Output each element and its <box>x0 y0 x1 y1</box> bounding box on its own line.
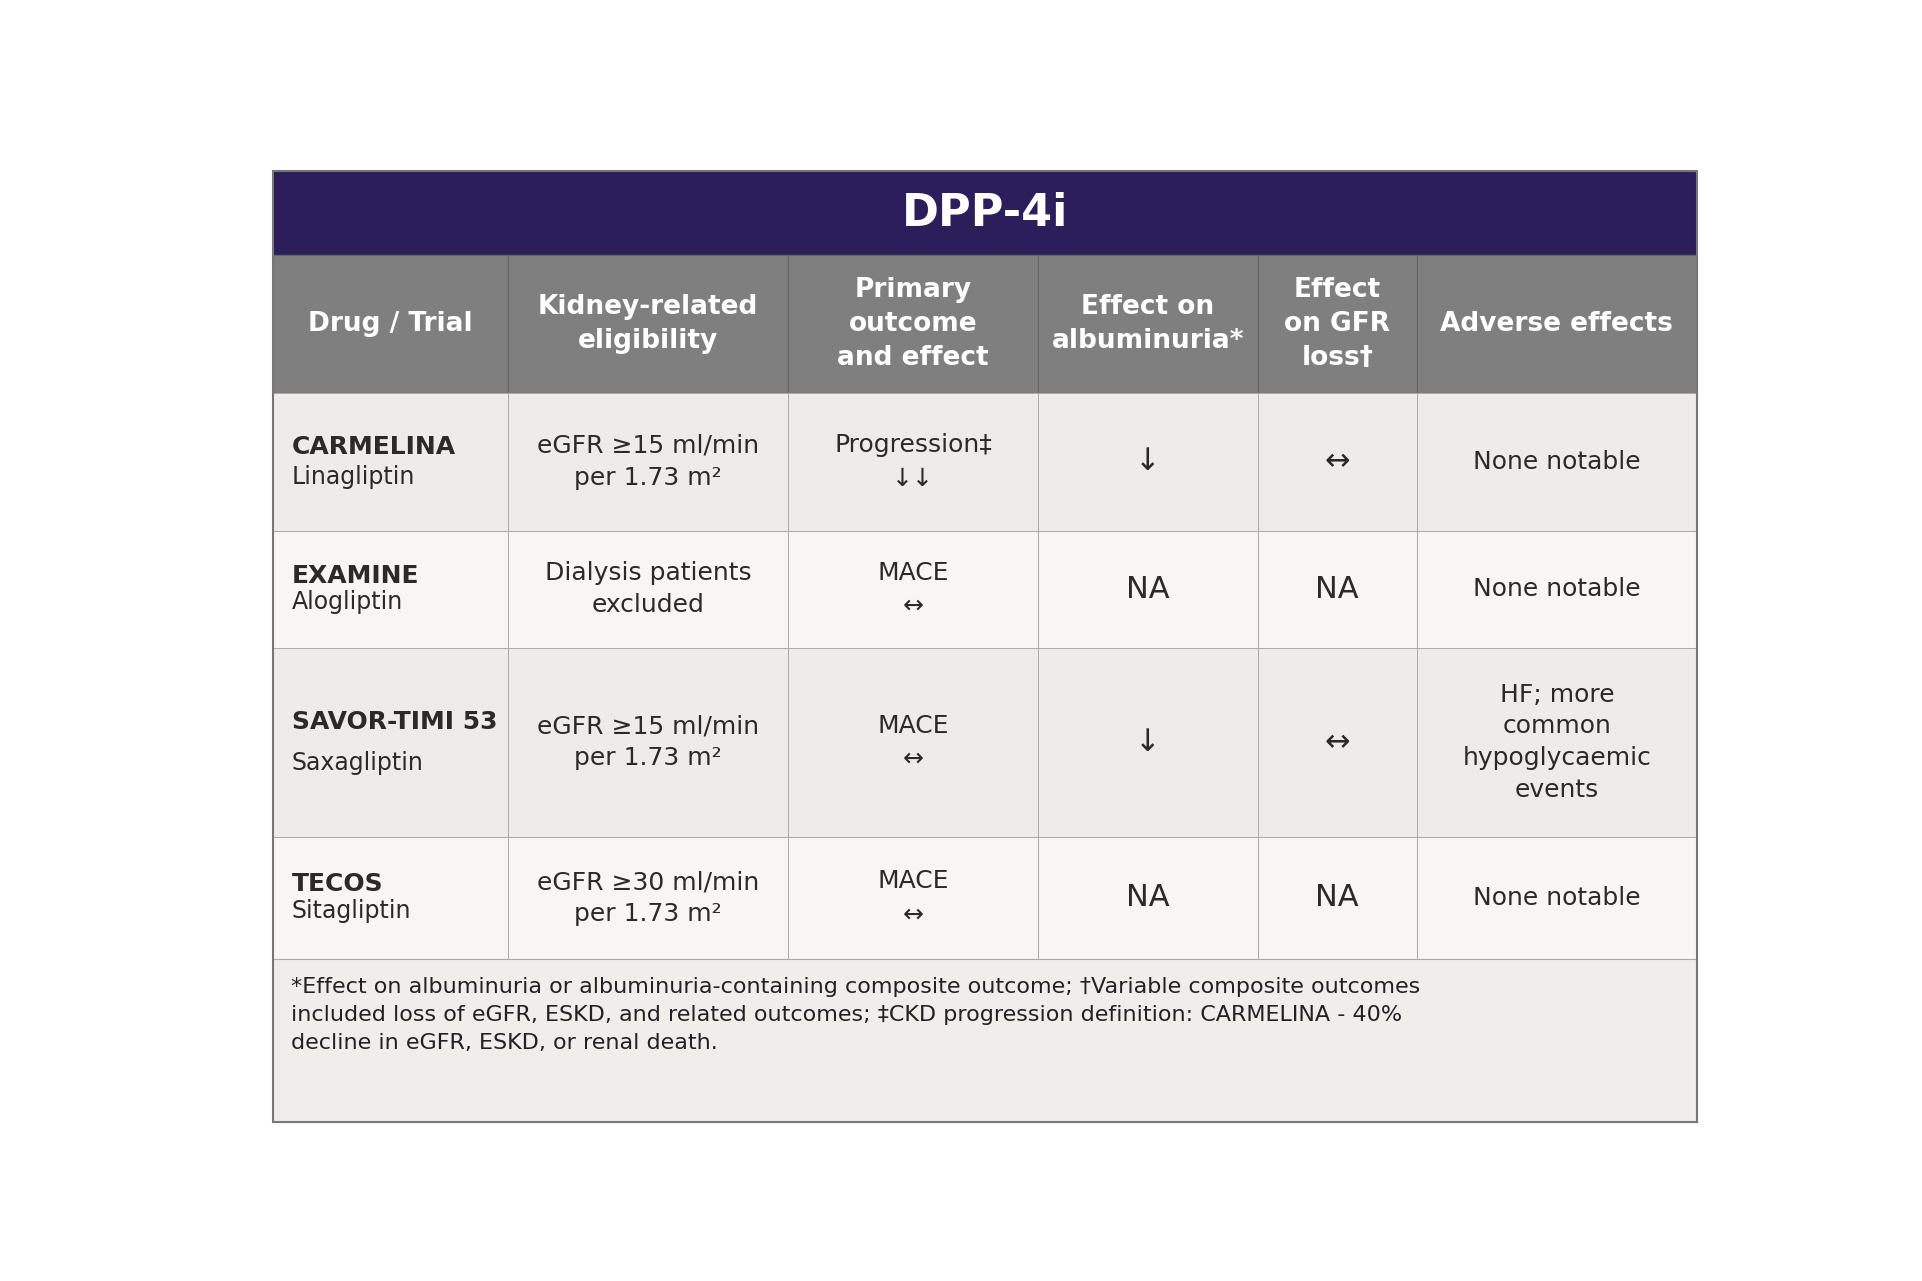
Text: Drug / Trial: Drug / Trial <box>308 311 473 337</box>
Text: NA: NA <box>1315 575 1359 603</box>
Bar <box>788 530 1038 648</box>
Text: eGFR ≥15 ml/min
per 1.73 m²: eGFR ≥15 ml/min per 1.73 m² <box>536 434 759 489</box>
Bar <box>273 530 1697 648</box>
Text: ↔: ↔ <box>1324 447 1349 477</box>
Text: NA: NA <box>1126 575 1170 603</box>
Text: CARMELINA: CARMELINA <box>292 434 456 459</box>
Bar <box>1257 393 1417 530</box>
Text: None notable: None notable <box>1472 578 1641 601</box>
Text: NA: NA <box>1126 884 1170 912</box>
Text: Adverse effects: Adverse effects <box>1440 311 1674 337</box>
Bar <box>1038 648 1257 836</box>
Text: Linagliptin: Linagliptin <box>292 465 415 489</box>
Bar <box>1417 836 1697 959</box>
Bar <box>788 393 1038 530</box>
Text: Alogliptin: Alogliptin <box>292 591 404 614</box>
Bar <box>273 172 1697 255</box>
Text: Effect
on GFR
loss†: Effect on GFR loss† <box>1284 277 1390 371</box>
Text: ↓: ↓ <box>1136 447 1161 477</box>
Text: *Effect on albuminuria or albuminuria-containing composite outcome; †Variable co: *Effect on albuminuria or albuminuria-co… <box>290 977 1420 1053</box>
Text: Sitagliptin: Sitagliptin <box>292 899 411 924</box>
Bar <box>273 648 507 836</box>
Text: None notable: None notable <box>1472 886 1641 910</box>
Bar <box>273 393 1697 530</box>
Bar <box>1257 530 1417 648</box>
Bar <box>1257 255 1417 393</box>
Bar <box>507 530 788 648</box>
Bar <box>507 836 788 959</box>
Text: MACE
↔: MACE ↔ <box>876 714 949 771</box>
Bar <box>273 836 1697 959</box>
Bar <box>788 255 1038 393</box>
Bar <box>1257 836 1417 959</box>
Text: Effect on
albuminuria*: Effect on albuminuria* <box>1051 295 1244 354</box>
Text: MACE
↔: MACE ↔ <box>876 869 949 926</box>
Text: HF; more
common
hypoglycaemic
events: HF; more common hypoglycaemic events <box>1463 683 1651 802</box>
Bar <box>1038 255 1257 393</box>
Text: ↓: ↓ <box>1136 728 1161 757</box>
Bar <box>788 836 1038 959</box>
Bar <box>1417 393 1697 530</box>
Text: Saxagliptin: Saxagliptin <box>292 751 423 775</box>
Text: eGFR ≥15 ml/min
per 1.73 m²: eGFR ≥15 ml/min per 1.73 m² <box>536 715 759 770</box>
Text: TECOS: TECOS <box>292 872 382 897</box>
Text: MACE
↔: MACE ↔ <box>876 561 949 617</box>
Bar <box>273 648 1697 836</box>
Bar <box>1417 530 1697 648</box>
Text: Dialysis patients
excluded: Dialysis patients excluded <box>544 561 752 617</box>
Bar <box>273 530 507 648</box>
Bar <box>507 648 788 836</box>
Bar <box>1417 255 1697 393</box>
Bar <box>507 255 788 393</box>
Bar <box>273 836 507 959</box>
Text: None notable: None notable <box>1472 450 1641 474</box>
Text: NA: NA <box>1315 884 1359 912</box>
Text: ↔: ↔ <box>1324 728 1349 757</box>
Bar <box>507 393 788 530</box>
Bar <box>1038 530 1257 648</box>
Bar <box>1417 648 1697 836</box>
Text: Kidney-related
eligibility: Kidney-related eligibility <box>538 295 757 354</box>
Text: Primary
outcome
and effect: Primary outcome and effect <box>838 277 990 371</box>
Text: Progression‡
↓↓: Progression‡ ↓↓ <box>834 433 992 491</box>
Text: SAVOR-TIMI 53: SAVOR-TIMI 53 <box>292 710 498 734</box>
Bar <box>273 959 1697 1122</box>
Bar <box>273 393 507 530</box>
Text: eGFR ≥30 ml/min
per 1.73 m²: eGFR ≥30 ml/min per 1.73 m² <box>536 870 759 926</box>
Bar <box>1257 648 1417 836</box>
Bar <box>1038 836 1257 959</box>
Text: EXAMINE: EXAMINE <box>292 565 419 588</box>
Bar <box>1038 393 1257 530</box>
Bar <box>788 648 1038 836</box>
Bar <box>273 255 507 393</box>
Text: DPP-4i: DPP-4i <box>901 192 1069 234</box>
